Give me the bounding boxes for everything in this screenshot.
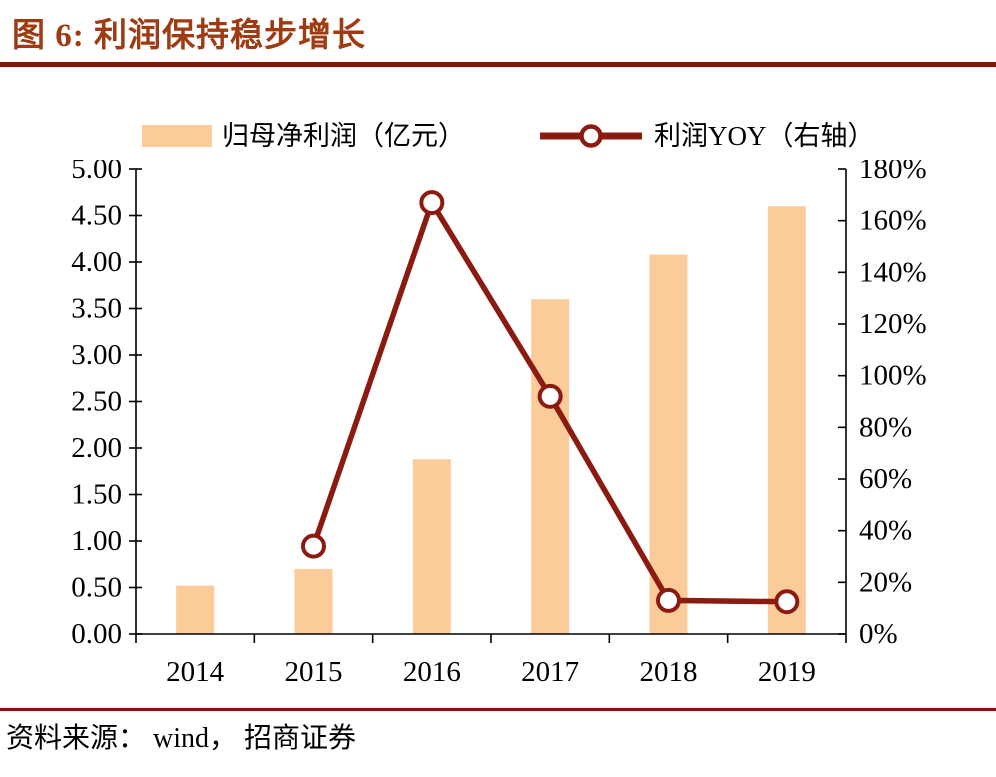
bar-2018 bbox=[649, 254, 688, 634]
right-axis-label: 140% bbox=[859, 256, 927, 288]
legend-item-net-profit: 归母净利润（亿元） bbox=[142, 118, 465, 154]
legend-item-yoy: 利润YOY（右轴） bbox=[538, 118, 875, 154]
x-axis-label: 2014 bbox=[166, 656, 225, 688]
right-axis-label: 120% bbox=[859, 308, 927, 340]
left-axis-label: 1.00 bbox=[71, 525, 122, 557]
right-axis-label: 40% bbox=[859, 515, 912, 547]
right-axis-label: 0% bbox=[859, 618, 898, 650]
x-axis-label: 2019 bbox=[758, 656, 816, 688]
line-series-label: 利润YOY（右轴） bbox=[654, 121, 875, 151]
bar-2017 bbox=[531, 299, 570, 634]
left-axis-label: 1.50 bbox=[71, 479, 122, 511]
source-note: 资料来源： wind， 招商证券 bbox=[6, 723, 357, 754]
yoy-marker-2018 bbox=[656, 587, 681, 613]
left-axis-label: 4.50 bbox=[71, 200, 122, 232]
yoy-marker-2017 bbox=[537, 383, 563, 409]
left-axis-label: 3.50 bbox=[71, 293, 122, 325]
chart-legend: 归母净利润（亿元） 利润YOY（右轴） bbox=[0, 118, 996, 154]
left-axis-label: 3.00 bbox=[71, 339, 122, 371]
left-axis-label: 0.50 bbox=[71, 572, 122, 604]
bar-2015 bbox=[294, 568, 333, 634]
plot-area: 0.00 0.50 1.00 1.50 2.00 2.50 3.00 3.50 4.00 4.50… bbox=[0, 153, 996, 700]
right-axis-label: 60% bbox=[859, 463, 912, 495]
right-axis-label: 20% bbox=[859, 566, 912, 598]
bar-series-swatch bbox=[142, 125, 212, 147]
left-axis-label: 2.00 bbox=[71, 432, 122, 464]
left-axis-label: 5.00 bbox=[71, 160, 122, 185]
x-axis-label: 2016 bbox=[403, 656, 461, 688]
x-axis-label: 2015 bbox=[285, 656, 343, 688]
right-axis-label: 180% bbox=[859, 160, 927, 185]
bar-2019 bbox=[767, 206, 806, 634]
yoy-marker-2016 bbox=[419, 190, 445, 216]
line-series-marker-icon bbox=[540, 124, 642, 148]
left-axis-label: 4.00 bbox=[71, 246, 122, 278]
x-axis-label: 2018 bbox=[640, 656, 698, 688]
figure-title: 图 6: 利润保持稳步增长 bbox=[12, 18, 366, 54]
left-axis-label: 0.00 bbox=[71, 618, 122, 650]
right-axis-label: 160% bbox=[859, 205, 927, 237]
bar-2016 bbox=[412, 459, 451, 634]
footer-rule bbox=[0, 708, 996, 711]
title-rule bbox=[0, 62, 996, 67]
yoy-marker-2019 bbox=[774, 589, 800, 615]
right-axis-label: 100% bbox=[859, 360, 927, 392]
combo-chart: 0.00 0.50 1.00 1.50 2.00 2.50 3.00 3.50 4.00 4.50… bbox=[71, 153, 927, 688]
yoy-marker-2015 bbox=[301, 533, 326, 559]
bar-2014 bbox=[176, 585, 215, 634]
bar-series-label: 归母净利润（亿元） bbox=[222, 121, 465, 151]
x-axis-label: 2017 bbox=[521, 656, 579, 688]
right-axis-label: 80% bbox=[859, 411, 912, 443]
left-axis-label: 2.50 bbox=[71, 386, 122, 418]
